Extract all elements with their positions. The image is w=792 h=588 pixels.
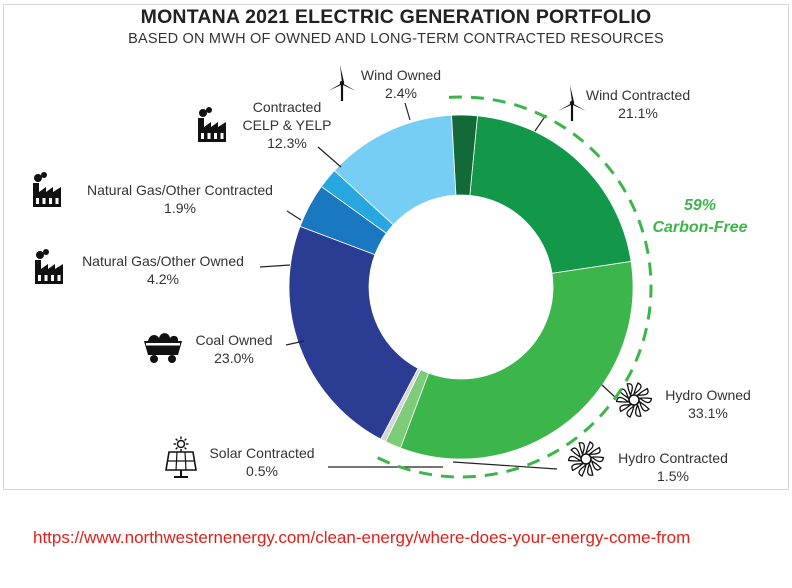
leader-natural-gas-other-contracted <box>286 210 302 221</box>
carbon-free-label: Carbon-Free <box>652 219 747 236</box>
value-natural-gas-other-contracted: 1.9% <box>164 200 196 216</box>
label-coal-owned: Coal Owned <box>195 332 272 348</box>
label-natural-gas-other-owned: Natural Gas/Other Owned <box>82 253 244 269</box>
hydro-turbine-icon <box>567 441 605 477</box>
value-hydro-contracted: 1.5% <box>657 468 689 484</box>
chart-subtitle: BASED ON MWH OF OWNED AND LONG-TERM CONT… <box>128 31 664 47</box>
value-coal-owned: 23.0% <box>214 350 254 366</box>
slice-wind-contracted <box>469 115 632 274</box>
label-natural-gas-other-contracted: Natural Gas/Other Contracted <box>87 182 273 198</box>
factory-icon <box>35 249 63 284</box>
leader-hydro-contracted <box>452 461 558 470</box>
value-wind-contracted: 21.1% <box>618 105 658 121</box>
label-solar-contracted: Solar Contracted <box>209 445 314 461</box>
wind-turbine-icon <box>558 85 586 121</box>
value-natural-gas-other-owned: 4.2% <box>147 271 179 287</box>
factory-icon <box>198 107 226 142</box>
donut-chart: Wind Contracted 21.1% Hydro Owned 33.1% Hydr… <box>33 65 751 484</box>
solar-panel-icon <box>165 436 197 478</box>
label-contracted-celp-yelp: Contracted CELP & YELP <box>243 99 332 133</box>
slice-wind-owned <box>451 114 478 196</box>
source-link[interactable]: https://www.northwesternenergy.com/clean… <box>33 528 691 547</box>
coal-cart-icon <box>144 333 182 363</box>
slice-coal-owned <box>288 225 419 440</box>
label-hydro-contracted: Hydro Contracted <box>618 450 728 466</box>
wind-turbine-icon <box>328 65 356 101</box>
hydro-turbine-icon <box>615 382 653 418</box>
leader-wind-owned <box>404 102 411 121</box>
leader-contracted-celp-yelp <box>317 146 342 168</box>
leader-coal-owned <box>285 340 305 346</box>
label-wind-contracted: Wind Contracted <box>586 87 690 103</box>
slice-hydro-owned <box>399 261 634 460</box>
chart-title: MONTANA 2021 ELECTRIC GENERATION PORTFOL… <box>140 6 652 28</box>
factory-icon <box>33 172 61 207</box>
value-hydro-owned: 33.1% <box>688 405 728 421</box>
label-hydro-owned: Hydro Owned <box>665 387 751 403</box>
leader-natural-gas-other-owned <box>259 264 291 268</box>
label-wind-owned: Wind Owned <box>361 67 441 83</box>
value-wind-owned: 2.4% <box>385 85 417 101</box>
carbon-free-percent: 59% <box>684 197 716 214</box>
leader-hydro-owned <box>601 384 617 399</box>
value-contracted-celp-yelp: 12.3% <box>267 135 307 151</box>
value-solar-contracted: 0.5% <box>246 463 278 479</box>
